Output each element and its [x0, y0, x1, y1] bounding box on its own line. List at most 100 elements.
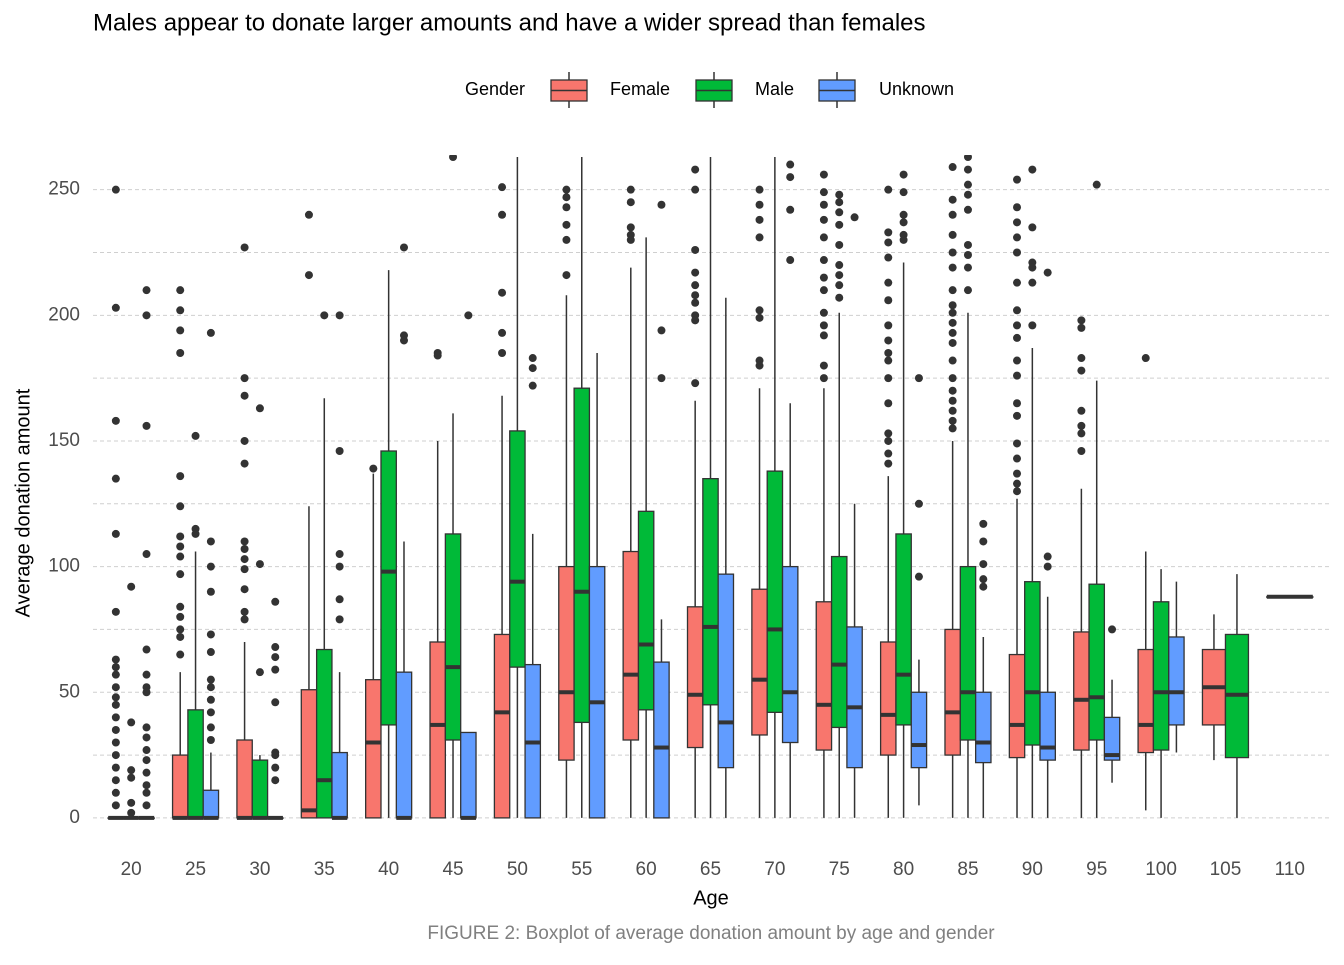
outlier: [111, 700, 120, 709]
x-axis-label: Age: [693, 887, 729, 909]
outlier: [963, 155, 972, 161]
box: [974, 691, 992, 764]
outlier: [819, 170, 828, 179]
outlier: [142, 733, 151, 742]
outlier: [127, 766, 136, 775]
outlier: [562, 271, 571, 280]
box: [895, 533, 912, 726]
outlier: [835, 261, 844, 270]
box: [766, 470, 784, 714]
outlier: [271, 698, 280, 707]
outlier: [1013, 479, 1022, 488]
outlier: [127, 582, 136, 591]
outlier: [691, 268, 700, 277]
outlier: [819, 374, 828, 383]
outlier: [819, 273, 828, 282]
outlier: [979, 575, 988, 584]
outlier: [1013, 248, 1022, 257]
x-tick-label: 110: [1275, 859, 1305, 880]
outlier: [562, 220, 571, 229]
x-tick-label: 80: [893, 859, 914, 880]
outlier: [1013, 469, 1022, 478]
outlier: [176, 502, 185, 511]
outlier: [1077, 323, 1086, 332]
outlier: [819, 361, 828, 370]
outlier: [320, 311, 329, 320]
outlier: [884, 253, 893, 262]
outlier: [755, 200, 764, 209]
x-tick-label: 105: [1210, 859, 1242, 880]
outlier: [206, 537, 215, 546]
outlier: [819, 188, 828, 197]
outlier: [835, 293, 844, 302]
outlier: [948, 163, 957, 172]
outlier: [176, 286, 185, 295]
outlier: [255, 668, 264, 677]
outlier: [206, 648, 215, 657]
outlier: [963, 165, 972, 174]
outlier: [657, 200, 666, 209]
outlier: [884, 374, 893, 383]
x-tick-label: 30: [249, 859, 270, 880]
outlier: [899, 210, 908, 219]
outlier: [240, 391, 249, 400]
outlier: [498, 328, 507, 337]
outlier: [142, 801, 151, 810]
outlier: [948, 328, 957, 337]
outlier: [142, 311, 151, 320]
outlier: [1013, 233, 1022, 242]
x-tick-label: 90: [1022, 859, 1043, 880]
outlier: [1028, 278, 1037, 287]
box: [380, 450, 397, 726]
outlier: [399, 336, 408, 345]
box: [686, 606, 704, 749]
outlier: [786, 173, 795, 182]
outlier: [498, 288, 507, 297]
outlier: [1141, 354, 1150, 363]
outlier: [755, 313, 764, 322]
outlier: [176, 532, 185, 541]
outlier: [963, 180, 972, 189]
outlier: [963, 205, 972, 214]
outlier: [948, 263, 957, 272]
outlier: [1013, 454, 1022, 463]
box: [251, 759, 269, 819]
outlier: [335, 311, 344, 320]
x-tick-label: 65: [700, 859, 721, 880]
outlier: [498, 349, 507, 358]
outlier: [948, 396, 957, 405]
outlier: [111, 763, 120, 772]
outlier: [127, 798, 136, 807]
outlier: [835, 198, 844, 207]
outlier: [206, 630, 215, 639]
box: [171, 754, 189, 819]
outlier: [271, 751, 280, 760]
x-tick-label: 50: [507, 859, 528, 880]
y-tick-label: 150: [48, 430, 80, 451]
outlier: [1013, 356, 1022, 365]
box: [300, 689, 318, 819]
outlier: [142, 768, 151, 777]
outlier: [191, 431, 200, 440]
outlier: [948, 210, 957, 219]
outlier: [884, 349, 893, 358]
outlier: [206, 723, 215, 732]
outlier: [399, 243, 408, 252]
outlier: [111, 713, 120, 722]
outlier: [1013, 218, 1022, 227]
outlier: [142, 788, 151, 797]
outlier: [142, 421, 151, 430]
outlier: [142, 550, 151, 559]
outlier: [819, 215, 828, 224]
box: [717, 573, 735, 769]
outlier: [1028, 321, 1037, 330]
outlier: [176, 306, 185, 315]
outlier: [626, 198, 635, 207]
outlier: [755, 215, 764, 224]
outlier: [786, 256, 795, 265]
box: [331, 751, 348, 819]
outlier: [850, 213, 859, 222]
box: [910, 691, 928, 769]
box: [588, 565, 606, 819]
